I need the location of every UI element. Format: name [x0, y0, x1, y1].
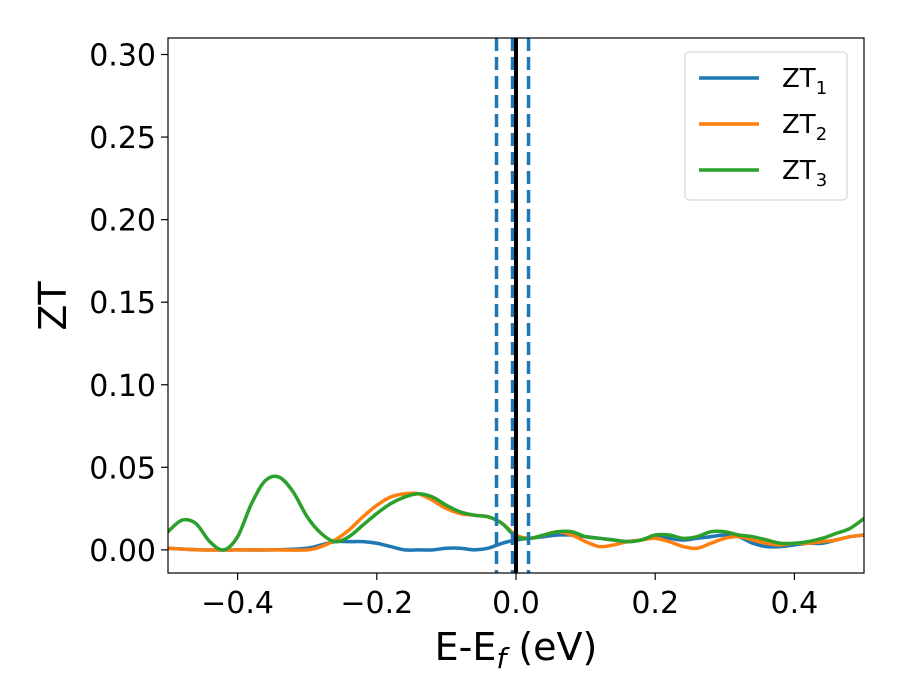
y-tick-label: 0.15 [89, 286, 156, 321]
series-line-1 [168, 533, 864, 552]
legend-box [684, 51, 848, 201]
legend-label-1: ZT1 [782, 64, 827, 99]
x-tick-label: 0.2 [631, 586, 679, 621]
x-tick-label: 0.0 [492, 586, 540, 621]
x-axis-label: E-Ef (eV) [435, 625, 598, 675]
x-tick-label: 0.4 [771, 586, 819, 621]
y-axis: 0.00 0.05 0.10 0.15 0.20 0.25 0.30 [89, 39, 168, 569]
legend-label-3: ZT3 [782, 156, 827, 191]
y-tick-label: 0.30 [89, 39, 156, 74]
legend-label-2: ZT2 [782, 110, 827, 145]
y-tick-label: 0.25 [89, 121, 156, 156]
plot-area [168, 38, 864, 573]
x-tick-label: −0.4 [201, 586, 274, 621]
y-tick-label: 0.00 [89, 534, 156, 569]
y-axis-label: ZT [31, 281, 75, 331]
y-tick-label: 0.05 [89, 451, 156, 486]
x-tick-label: −0.2 [340, 586, 413, 621]
y-tick-label: 0.20 [89, 204, 156, 239]
legend: ZT1 ZT2 ZT3 [684, 51, 848, 201]
y-tick-label: 0.10 [89, 369, 156, 404]
x-axis: −0.4 −0.2 0.0 0.2 0.4 [201, 573, 818, 621]
